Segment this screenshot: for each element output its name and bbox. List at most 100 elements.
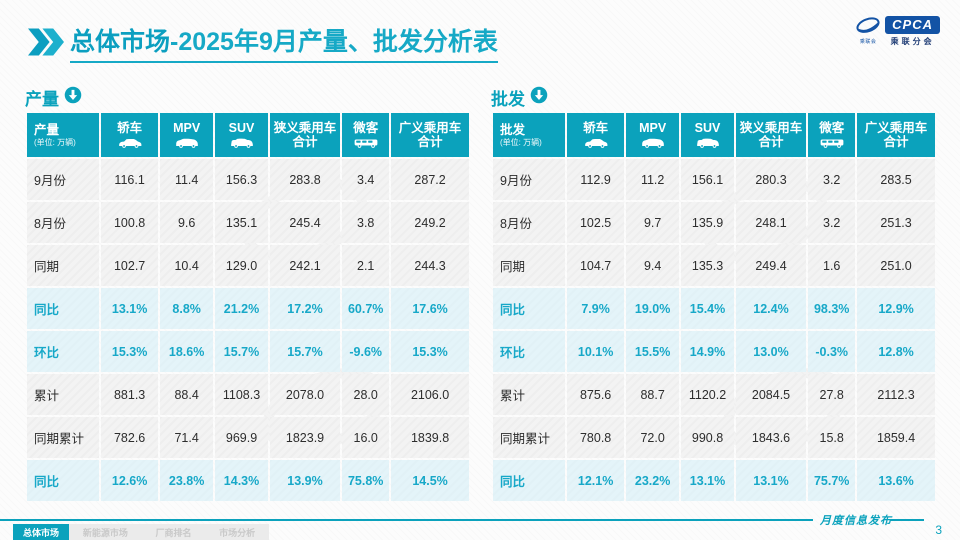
cell-value: 283.5 <box>857 159 935 200</box>
footer-tab-strip: 新能源市场 厂商排名 市场分析 <box>69 524 270 540</box>
column-header: 广义乘用车 合计 <box>391 113 469 157</box>
row-label: 8月份 <box>493 202 566 243</box>
column-header: SUV <box>681 113 734 157</box>
cell-value: 102.7 <box>101 245 158 286</box>
cell-value: 12.8% <box>857 331 935 372</box>
cell-value: 14.9% <box>681 331 734 372</box>
table-row: 8月份 102.5 9.7 135.9 248.1 3.2 251.3 <box>493 202 935 243</box>
cpca-subtitle: 乘联分会 <box>890 37 935 46</box>
footer-tab-总体市场[interactable]: 总体市场 <box>13 524 70 540</box>
cell-value: -9.6% <box>342 331 390 372</box>
unit-label: (单位: 万辆) <box>500 138 542 148</box>
page-number: 3 <box>935 523 942 537</box>
footer-tab-bar: 总体市场 新能源市场 厂商排名 市场分析 <box>13 524 270 540</box>
mpv-icon <box>161 137 212 149</box>
cell-value: 3.2 <box>808 159 856 200</box>
suv-icon <box>682 137 732 149</box>
footer-tab-市场分析[interactable]: 市场分析 <box>219 527 256 538</box>
cell-value: 1.6 <box>808 245 856 286</box>
cell-value: 21.2% <box>215 288 268 329</box>
column-header: 狭义乘用车 合计 <box>735 113 807 157</box>
cell-value: 27.8 <box>808 374 856 415</box>
cell-value: 242.1 <box>269 245 341 286</box>
cell-value: 287.2 <box>391 159 469 200</box>
cell-value: 15.4% <box>681 288 734 329</box>
cell-value: 15.7% <box>269 331 341 372</box>
cell-value: 969.9 <box>215 417 268 458</box>
row-label: 同期 <box>27 245 100 286</box>
sedan-icon <box>102 137 157 149</box>
cell-value: 15.3% <box>101 331 158 372</box>
cpca-logo: 乘联会 CPCA 乘联分会 <box>854 16 940 47</box>
cell-value: 156.1 <box>681 159 734 200</box>
section-header: 产量 <box>25 86 471 109</box>
page-title: 总体市场-2025年9月产量、批发分析表 <box>70 22 498 63</box>
cell-value: 3.2 <box>808 202 856 243</box>
unit-label: (单位: 万辆) <box>34 138 76 148</box>
column-header: 轿车 <box>567 113 624 157</box>
row-label: 同期 <box>493 245 566 286</box>
table-row: 同期累计 782.6 71.4 969.9 1823.9 16.0 1839.8 <box>27 417 469 458</box>
table-row: 累计 875.6 88.7 1120.2 2084.5 27.8 2112.3 <box>493 374 935 415</box>
cell-value: 245.4 <box>269 202 341 243</box>
cell-value: 251.3 <box>857 202 935 243</box>
table-row: 同期 102.7 10.4 129.0 242.1 2.1 244.3 <box>27 245 469 286</box>
table-row: 累计 881.3 88.4 1108.3 2078.0 28.0 2106.0 <box>27 374 469 415</box>
cell-value: 13.1% <box>735 460 807 501</box>
cell-value: 102.5 <box>567 202 624 243</box>
cell-value: 244.3 <box>391 245 469 286</box>
footer-rule-short <box>890 519 924 521</box>
wholesale-table-section: 批发 批发 (单位: 万辆) 轿车 MPV SUV 狭义乘用车 合计 微客 广义乘用车 合计 9月份 1… <box>491 86 937 503</box>
cell-value: 1823.9 <box>269 417 341 458</box>
microvan-icon <box>343 137 388 149</box>
cell-value: 248.1 <box>735 202 807 243</box>
cell-value: 17.6% <box>391 288 469 329</box>
cell-value: 12.6% <box>101 460 158 501</box>
cell-value: 98.3% <box>808 288 856 329</box>
table-row: 9月份 116.1 11.4 156.3 283.8 3.4 287.2 <box>27 159 469 200</box>
section-header: 批发 <box>491 86 937 109</box>
column-header: SUV <box>215 113 268 157</box>
cell-value: 9.4 <box>625 245 680 286</box>
table-row: 环比 10.1% 15.5% 14.9% 13.0% -0.3% 12.8% <box>493 331 935 372</box>
cell-value: 104.7 <box>567 245 624 286</box>
cell-value: 60.7% <box>342 288 390 329</box>
cell-value: 283.8 <box>269 159 341 200</box>
row-label: 累计 <box>493 374 566 415</box>
cell-value: 135.9 <box>681 202 734 243</box>
double-chevron-icon <box>28 28 64 61</box>
cell-value: 881.3 <box>101 374 158 415</box>
cell-value: -0.3% <box>808 331 856 372</box>
row-label: 累计 <box>27 374 100 415</box>
page-title-section: 总体市场 <box>70 28 171 56</box>
cell-value: 1843.6 <box>735 417 807 458</box>
footer-caption: 月度信息发布 <box>820 515 892 527</box>
cell-value: 15.5% <box>625 331 680 372</box>
column-header: 轿车 <box>101 113 158 157</box>
cell-value: 280.3 <box>735 159 807 200</box>
cell-value: 13.1% <box>681 460 734 501</box>
cell-value: 129.0 <box>215 245 268 286</box>
row-label: 同比 <box>493 460 566 501</box>
cell-value: 2112.3 <box>857 374 935 415</box>
footer-tab-厂商排名[interactable]: 厂商排名 <box>155 527 192 538</box>
cell-value: 249.4 <box>735 245 807 286</box>
column-header: 微客 <box>808 113 856 157</box>
cpca-mark-caption: 乘联会 <box>859 39 877 45</box>
cell-value: 11.4 <box>159 159 214 200</box>
cell-value: 72.0 <box>625 417 680 458</box>
down-arrow-circle-icon <box>530 86 548 109</box>
row-label: 同期累计 <box>27 417 100 458</box>
table-row: 同期累计 780.8 72.0 990.8 1843.6 15.8 1859.4 <box>493 417 935 458</box>
cell-value: 13.6% <box>857 460 935 501</box>
cell-value: 782.6 <box>101 417 158 458</box>
row-label: 9月份 <box>27 159 100 200</box>
cell-value: 1108.3 <box>215 374 268 415</box>
cell-value: 2078.0 <box>269 374 341 415</box>
cell-value: 11.2 <box>625 159 680 200</box>
cpca-badge: CPCA <box>885 16 940 34</box>
column-header: MPV <box>625 113 680 157</box>
footer-tab-新能源市场[interactable]: 新能源市场 <box>82 527 128 538</box>
page-title-rest: -2025年9月产量、批发分析表 <box>170 28 498 56</box>
down-arrow-circle-icon <box>64 86 82 109</box>
